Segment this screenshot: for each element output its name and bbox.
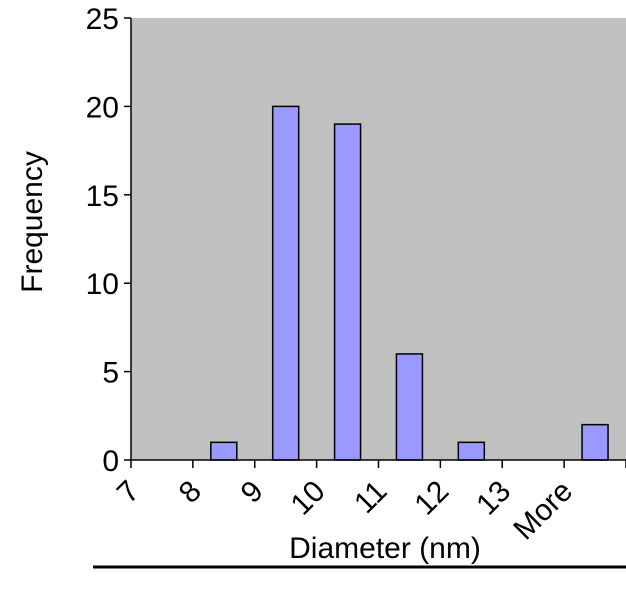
x-tick-label: More (507, 475, 579, 547)
y-tick-label: 5 (102, 357, 119, 390)
bar-11 (395, 353, 424, 461)
x-tick-label: 12 (408, 475, 455, 522)
plot-area (131, 18, 626, 460)
bar-10 (333, 123, 362, 461)
x-tick-label: 11 (348, 475, 393, 520)
bar-8 (210, 441, 238, 461)
x-tick-label: 9 (235, 475, 270, 510)
y-tick-label: 20 (86, 91, 119, 124)
x-axis-title: Diameter (nm) (289, 532, 481, 565)
bar-12 (457, 441, 486, 461)
y-axis-title: Frequency (16, 151, 49, 293)
bar-9 (271, 105, 300, 461)
x-tick-label: 10 (285, 475, 332, 522)
x-tick-label: 7 (111, 475, 146, 510)
x-tick-label: 8 (173, 475, 208, 510)
y-tick-label: 10 (86, 268, 119, 301)
y-tick-label: 15 (86, 180, 119, 213)
y-tick-label: 0 (102, 445, 119, 478)
bar-more (581, 423, 609, 461)
bars-group (210, 105, 609, 461)
y-axis-ticks: 0 5 10 15 20 25 (86, 3, 131, 478)
y-tick-label: 25 (86, 3, 119, 36)
x-tick-label: 13 (470, 475, 517, 522)
